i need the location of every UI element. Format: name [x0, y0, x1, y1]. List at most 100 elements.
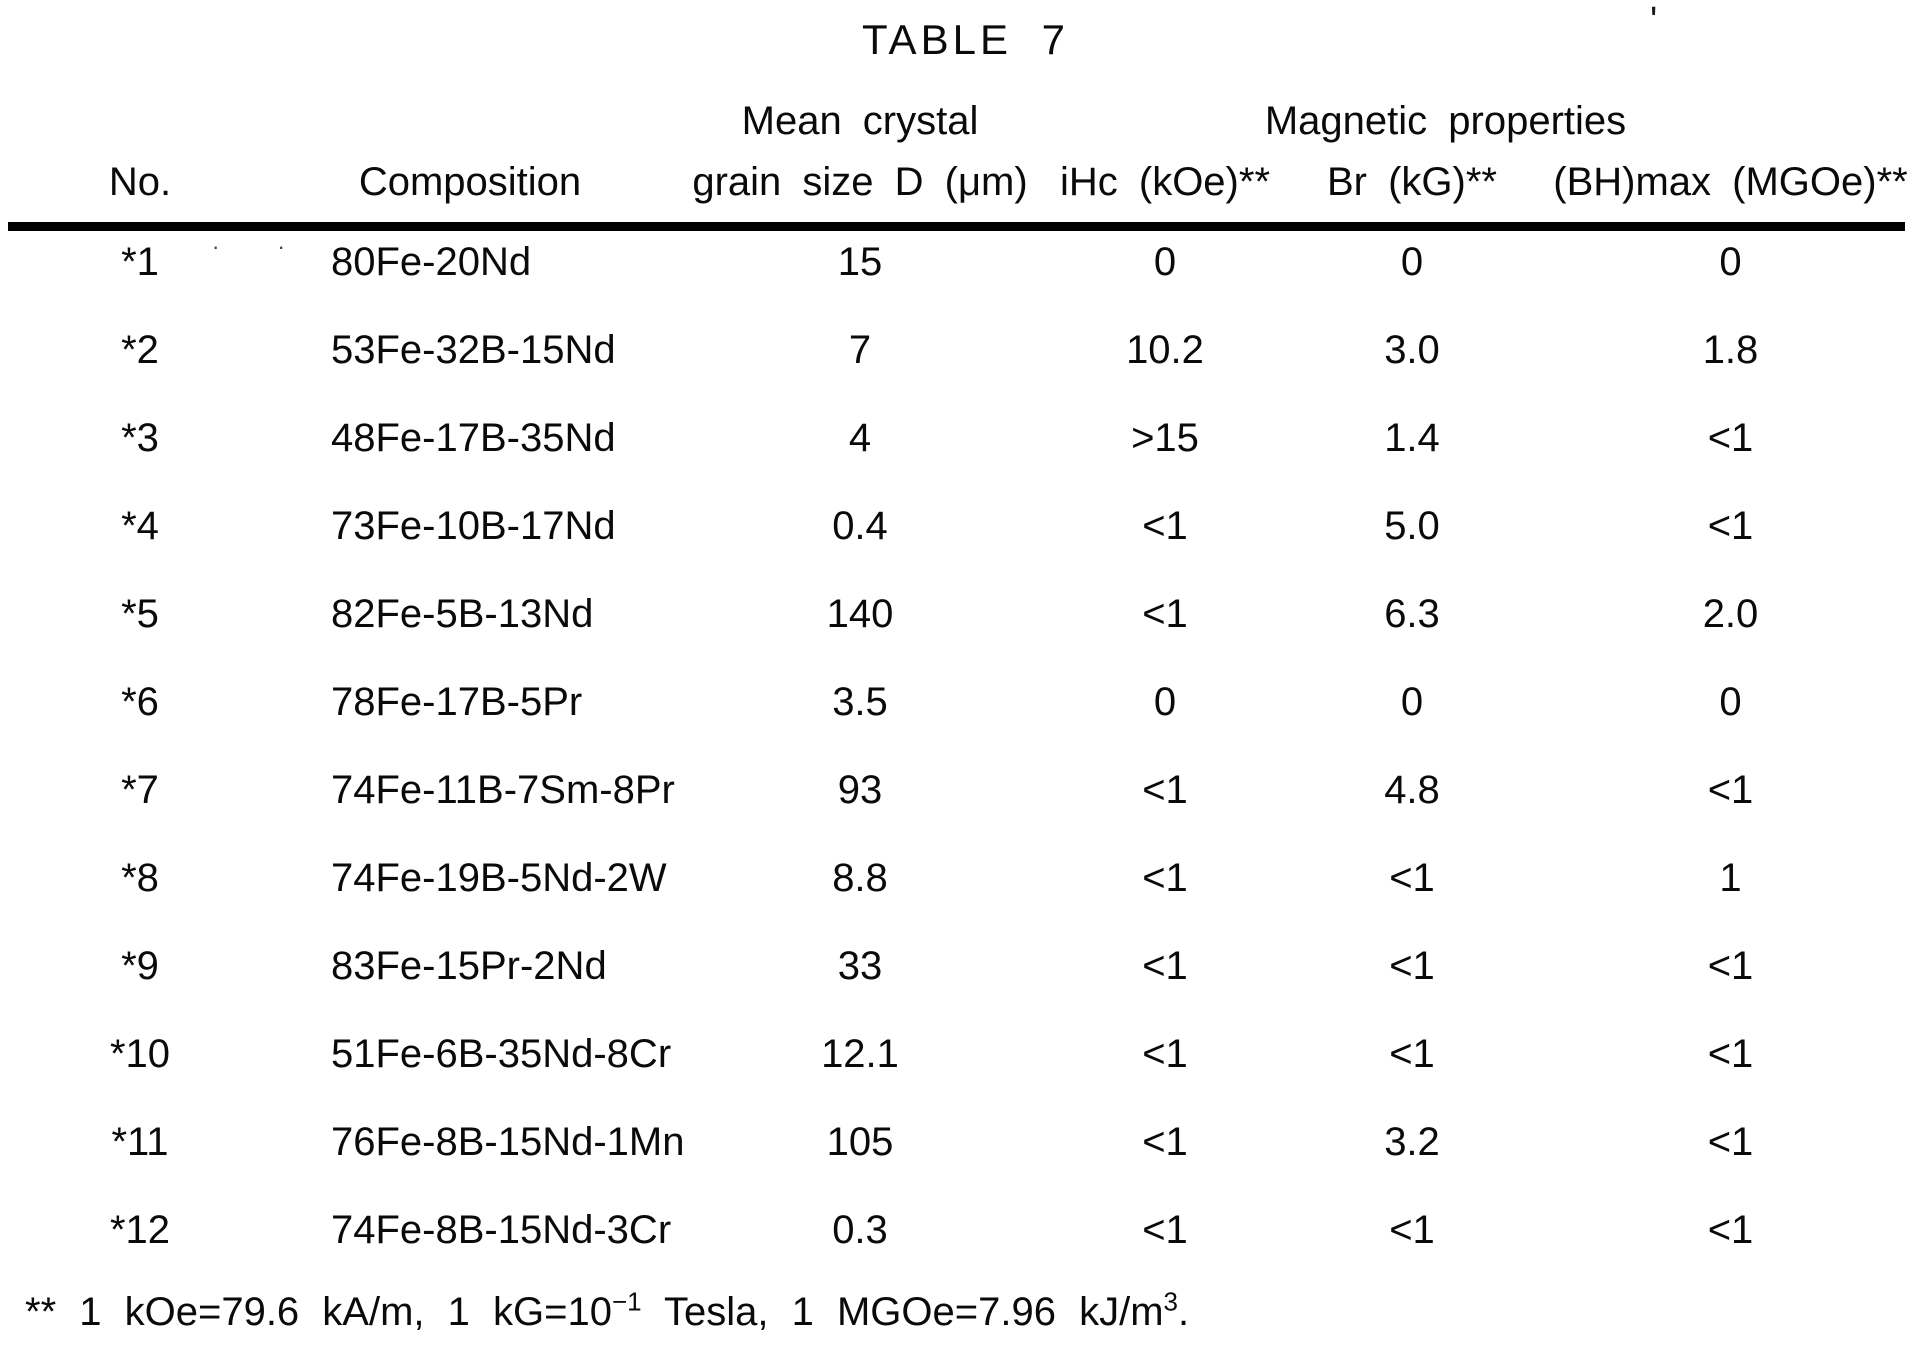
row-composition: 80Fe-20Nd — [331, 239, 532, 284]
table-header: Mean crystal Magnetic properties No. Com… — [0, 92, 1931, 214]
row-bhmax: <1 — [1707, 415, 1754, 460]
row-grain-size: 93 — [837, 767, 883, 812]
footnote-superscript: −1 — [611, 1286, 642, 1317]
header-row-columns: No. Composition grain size D (μm) iHc (k… — [0, 150, 1931, 214]
row-ihc: <1 — [1142, 503, 1188, 548]
row-ihc: 10.2 — [1126, 327, 1204, 372]
row-composition: 74Fe-19B-5Nd-2W — [331, 855, 667, 900]
row-br: <1 — [1389, 1031, 1435, 1076]
row-ihc: <1 — [1142, 943, 1188, 988]
row-br: 6.3 — [1384, 591, 1440, 636]
row-bhmax: 1.8 — [1702, 327, 1759, 372]
header-bhmax: (BH)max (MGOe)** — [1553, 159, 1908, 204]
row-br: 3.0 — [1384, 327, 1440, 372]
table-row: *5 82Fe-5B-13Nd 140 <1 6.3 2.0 — [0, 570, 1931, 658]
row-number: *10 — [109, 1031, 171, 1076]
row-number: *12 — [109, 1207, 171, 1252]
row-ihc: >15 — [1131, 415, 1199, 460]
header-rule — [8, 222, 1905, 231]
table-row: *12 74Fe-8B-15Nd-3Cr 0.3 <1 <1 <1 — [0, 1186, 1931, 1274]
row-bhmax: 0 — [1719, 679, 1742, 724]
row-br: 0 — [1400, 679, 1424, 724]
row-composition: 76Fe-8B-15Nd-1Mn — [331, 1119, 685, 1164]
row-br: 5.0 — [1384, 503, 1440, 548]
row-number: *3 — [121, 415, 159, 460]
row-number: *4 — [121, 503, 159, 548]
row-br: 0 — [1400, 239, 1424, 284]
footnote-superscript: 3 — [1163, 1286, 1178, 1317]
header-spacer — [0, 92, 660, 150]
row-br: <1 — [1389, 943, 1435, 988]
header-magnetic-properties: Magnetic properties — [1264, 98, 1627, 143]
table-row: *1 80Fe-20Nd 15 0 0 0 — [0, 218, 1931, 306]
header-br: Br (kG)** — [1327, 159, 1497, 204]
row-number: *2 — [121, 327, 159, 372]
table-body: *1 80Fe-20Nd 15 0 0 0 *2 53Fe-32B-15Nd 7… — [0, 218, 1931, 1274]
header-composition: Composition — [358, 159, 582, 204]
row-grain-size: 0.4 — [832, 503, 888, 548]
row-ihc: 0 — [1153, 679, 1177, 724]
row-grain-size: 7 — [848, 327, 872, 372]
row-composition: 53Fe-32B-15Nd — [331, 327, 616, 372]
row-ihc: <1 — [1142, 591, 1188, 636]
table-row: *4 73Fe-10B-17Nd 0.4 <1 5.0 <1 — [0, 482, 1931, 570]
row-number: *11 — [111, 1119, 169, 1164]
scan-artifact-tick: ' — [1650, 0, 1658, 42]
footnote-part: Tesla, 1 MGOe=7.96 kJ/m — [641, 1290, 1164, 1334]
row-ihc: 0 — [1153, 239, 1177, 284]
row-grain-size: 12.1 — [821, 1031, 899, 1076]
row-grain-size: 105 — [826, 1119, 894, 1164]
table-footnote: ** 1 kOe=79.6 kA/m, 1 kG=10−1 Tesla, 1 M… — [25, 1286, 1190, 1335]
row-grain-size: 0.3 — [832, 1207, 888, 1252]
row-grain-size: 140 — [826, 591, 894, 636]
header-grain-line2: grain size D (μm) — [692, 159, 1028, 204]
scan-artifact-dots: · · — [212, 234, 311, 259]
row-ihc: <1 — [1142, 1119, 1188, 1164]
row-composition: 48Fe-17B-35Nd — [331, 415, 616, 460]
row-bhmax: <1 — [1707, 503, 1754, 548]
table-row: *8 74Fe-19B-5Nd-2W 8.8 <1 <1 1 — [0, 834, 1931, 922]
row-composition: 74Fe-11B-7Sm-8Pr — [331, 767, 675, 812]
row-bhmax: 2.0 — [1702, 591, 1759, 636]
table-row: *9 83Fe-15Pr-2Nd 33 <1 <1 <1 — [0, 922, 1931, 1010]
table-row: *3 48Fe-17B-35Nd 4 >15 1.4 <1 — [0, 394, 1931, 482]
row-bhmax: 0 — [1719, 239, 1742, 284]
row-bhmax: <1 — [1707, 1119, 1754, 1164]
table-row: *10 51Fe-6B-35Nd-8Cr 12.1 <1 <1 <1 — [0, 1010, 1931, 1098]
table-row: *7 74Fe-11B-7Sm-8Pr 93 <1 4.8 <1 — [0, 746, 1931, 834]
row-grain-size: 33 — [837, 943, 883, 988]
row-bhmax: <1 — [1707, 943, 1754, 988]
row-ihc: <1 — [1142, 767, 1188, 812]
row-br: 4.8 — [1384, 767, 1440, 812]
header-grain-line1: Mean crystal — [741, 98, 979, 143]
row-br: 3.2 — [1384, 1119, 1440, 1164]
row-ihc: <1 — [1142, 1207, 1188, 1252]
row-composition: 78Fe-17B-5Pr — [331, 679, 583, 724]
row-composition: 73Fe-10B-17Nd — [331, 503, 616, 548]
row-br: <1 — [1389, 855, 1435, 900]
row-number: *9 — [121, 943, 159, 988]
row-grain-size: 3.5 — [832, 679, 888, 724]
row-number: *7 — [121, 767, 159, 812]
row-composition: 83Fe-15Pr-2Nd — [331, 943, 607, 988]
row-number: *8 — [121, 855, 159, 900]
row-br: 1.4 — [1384, 415, 1440, 460]
table-row: *11 76Fe-8B-15Nd-1Mn 105 <1 3.2 <1 — [0, 1098, 1931, 1186]
row-ihc: <1 — [1142, 1031, 1188, 1076]
table-title: TABLE 7 — [862, 16, 1069, 63]
row-number: *6 — [121, 679, 159, 724]
header-row-group: Mean crystal Magnetic properties — [0, 92, 1931, 150]
row-grain-size: 8.8 — [832, 855, 888, 900]
table-row: *6 78Fe-17B-5Pr 3.5 0 0 0 — [0, 658, 1931, 746]
row-bhmax: 1 — [1719, 855, 1742, 900]
row-composition: 51Fe-6B-35Nd-8Cr — [331, 1031, 672, 1076]
header-ihc: iHc (kOe)** — [1059, 159, 1271, 204]
row-composition: 82Fe-5B-13Nd — [331, 591, 594, 636]
header-no: No. — [108, 159, 172, 204]
row-composition: 74Fe-8B-15Nd-3Cr — [331, 1207, 672, 1252]
row-bhmax: <1 — [1707, 1031, 1754, 1076]
footnote-part: ** 1 kOe=79.6 kA/m, 1 kG=10 — [25, 1290, 612, 1334]
footnote-part: . — [1177, 1290, 1190, 1334]
row-number: *1 — [121, 239, 159, 284]
